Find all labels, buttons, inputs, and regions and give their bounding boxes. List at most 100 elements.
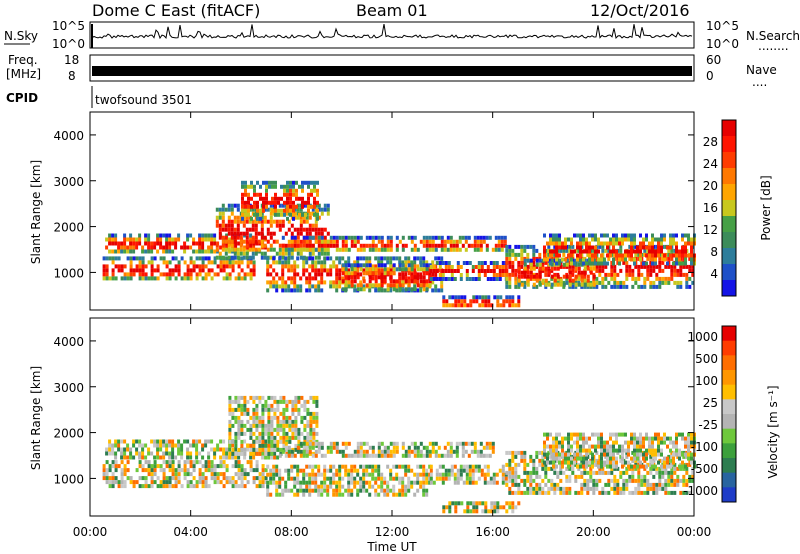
heatmap-cell bbox=[628, 268, 632, 273]
heatmap-cell bbox=[335, 484, 339, 489]
heatmap-cell bbox=[247, 204, 250, 209]
heatmap-cell bbox=[639, 233, 642, 238]
heatmap-cell bbox=[570, 448, 573, 453]
heatmap-cell bbox=[255, 439, 259, 444]
noise-left-tick-top: 10^5 bbox=[52, 19, 85, 33]
heatmap-cell bbox=[356, 283, 360, 288]
heatmap-cell bbox=[541, 278, 545, 283]
heatmap-cell bbox=[434, 453, 438, 458]
heatmap-cell bbox=[495, 277, 499, 281]
heatmap-cell bbox=[544, 490, 548, 495]
heatmap-cell bbox=[159, 237, 163, 242]
heatmap-cell bbox=[586, 284, 590, 289]
heatmap-cell bbox=[114, 237, 118, 242]
heatmap-cell bbox=[275, 484, 279, 489]
heatmap-cell bbox=[266, 247, 270, 252]
heatmap-cell bbox=[511, 248, 515, 253]
heatmap-cell bbox=[538, 266, 542, 271]
heatmap-cell bbox=[293, 215, 297, 220]
heatmap-cell bbox=[383, 271, 387, 276]
colorbar-segment bbox=[722, 472, 736, 488]
heatmap-cell bbox=[392, 492, 396, 497]
heatmap-cell bbox=[311, 276, 315, 281]
heatmap-cell bbox=[165, 447, 169, 452]
heatmap-cell bbox=[624, 253, 627, 258]
heatmap-cell bbox=[485, 441, 489, 446]
heatmap-cell bbox=[497, 239, 501, 244]
heatmap-cell bbox=[559, 282, 563, 287]
heatmap-cell bbox=[132, 443, 136, 448]
heatmap-cell bbox=[362, 284, 366, 289]
heatmap-cell bbox=[108, 233, 112, 238]
heatmap-cell bbox=[299, 251, 303, 256]
heatmap-cell bbox=[240, 431, 244, 436]
heatmap-cell bbox=[494, 235, 498, 240]
heatmap-cell bbox=[359, 441, 363, 446]
heatmap-cell bbox=[323, 251, 327, 256]
heatmap-cell bbox=[281, 235, 285, 240]
heatmap-cell bbox=[429, 476, 433, 481]
heatmap-cell bbox=[588, 436, 591, 441]
heatmap-cell bbox=[583, 470, 587, 475]
heatmap-cell bbox=[449, 445, 453, 450]
heatmap-cell bbox=[690, 460, 693, 465]
heatmap-cell bbox=[108, 447, 112, 452]
heatmap-cell bbox=[233, 227, 237, 232]
heatmap-cell bbox=[299, 223, 303, 228]
heatmap-cell bbox=[335, 243, 339, 248]
heatmap-cell bbox=[511, 450, 515, 455]
heatmap-cell bbox=[317, 464, 321, 469]
heatmap-cell bbox=[425, 279, 429, 284]
heatmap-cell bbox=[299, 255, 303, 260]
heatmap-cell bbox=[386, 239, 390, 244]
heatmap-cell bbox=[231, 443, 235, 448]
heatmap-cell bbox=[294, 447, 298, 452]
heatmap-cell bbox=[117, 484, 121, 489]
heatmap-cell bbox=[493, 501, 497, 506]
heatmap-cell bbox=[395, 492, 399, 497]
heatmap-cell bbox=[269, 255, 273, 260]
heatmap-cell bbox=[344, 271, 348, 276]
heatmap-cell bbox=[670, 248, 674, 253]
heatmap-cell bbox=[240, 439, 244, 444]
heatmap-cell bbox=[658, 482, 662, 487]
heatmap-cell bbox=[448, 505, 452, 510]
heatmap-cell bbox=[135, 468, 139, 473]
heatmap-cell bbox=[281, 276, 285, 281]
heatmap-cell bbox=[114, 460, 118, 465]
heatmap-cell bbox=[446, 441, 450, 446]
heatmap-cell bbox=[281, 492, 285, 497]
heatmap-cell bbox=[326, 231, 330, 236]
heatmap-cell bbox=[272, 464, 276, 469]
heatmap-cell bbox=[168, 276, 172, 281]
heatmap-cell bbox=[690, 253, 693, 258]
heatmap-cell bbox=[117, 464, 121, 469]
heatmap-cell bbox=[684, 261, 687, 266]
heatmap-cell bbox=[230, 219, 234, 224]
heatmap-cell bbox=[260, 255, 264, 260]
heatmap-cell bbox=[559, 478, 563, 483]
heatmap-cell bbox=[141, 455, 145, 460]
heatmap-cell bbox=[329, 480, 333, 485]
heatmap-cell bbox=[299, 453, 303, 458]
heatmap-cell bbox=[332, 235, 336, 240]
heatmap-cell bbox=[281, 247, 285, 252]
heatmap-cell bbox=[296, 227, 300, 232]
heatmap-cell bbox=[407, 468, 411, 473]
heatmap-cell bbox=[120, 264, 124, 269]
heatmap-cell bbox=[425, 492, 429, 497]
heatmap-cell bbox=[240, 407, 244, 412]
heatmap-cell bbox=[283, 200, 286, 205]
heatmap-cell bbox=[667, 252, 671, 257]
heatmap-cell bbox=[577, 266, 581, 271]
heatmap-cell bbox=[207, 233, 211, 238]
heatmap-cell bbox=[690, 456, 693, 461]
heatmap-cell bbox=[273, 439, 277, 444]
heatmap-cell bbox=[598, 244, 602, 249]
heatmap-cell bbox=[365, 271, 369, 276]
heatmap-cell bbox=[532, 490, 536, 495]
heatmap-cell bbox=[299, 449, 303, 454]
heatmap-cell bbox=[514, 244, 518, 249]
heatmap-cell bbox=[281, 272, 285, 277]
heatmap-cell bbox=[505, 260, 509, 265]
